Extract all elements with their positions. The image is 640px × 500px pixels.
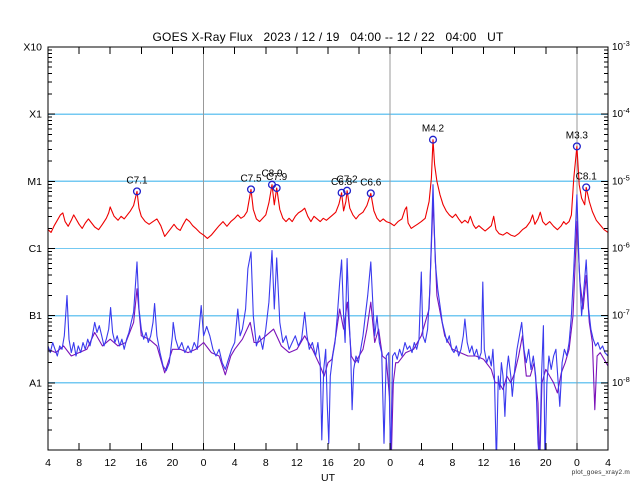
flare-marker xyxy=(572,142,581,151)
x-tick-label: 16 xyxy=(509,457,521,469)
flare-label: C7.5 xyxy=(240,173,262,184)
flare-label: C6.6 xyxy=(360,177,382,188)
y-left-label: X1 xyxy=(29,109,42,121)
flare-marker xyxy=(337,188,346,197)
xray-short-channel-line xyxy=(48,184,608,450)
flare-marker xyxy=(582,183,591,192)
y-left-label: A1 xyxy=(29,377,42,389)
flare-label: M3.3 xyxy=(566,130,589,141)
flare-label: C6.8 xyxy=(331,177,353,188)
y-right-label: 10-5 xyxy=(612,173,630,187)
y-right-label: 10-4 xyxy=(612,106,630,120)
x-tick-label: 16 xyxy=(135,457,147,469)
x-tick-label: 8 xyxy=(450,457,456,469)
x-tick-label: 4 xyxy=(605,457,611,469)
flare-marker xyxy=(343,186,352,195)
y-left-label: X10 xyxy=(23,42,42,54)
plot-script-name: plot_goes_xray2.m xyxy=(571,469,630,476)
y-right-label: 10-6 xyxy=(612,241,630,255)
x-tick-label: 20 xyxy=(540,457,552,469)
flare-marker xyxy=(366,189,375,198)
x-tick-label: 0 xyxy=(387,457,393,469)
y-left-label: B1 xyxy=(29,310,42,322)
x-tick-label: 12 xyxy=(291,457,303,469)
flare-label: M4.2 xyxy=(422,124,445,135)
y-right-label: 10-7 xyxy=(612,308,630,322)
x-tick-label: 4 xyxy=(232,457,238,469)
x-tick-label: 0 xyxy=(201,457,207,469)
flare-label: C7.2 xyxy=(336,175,358,186)
x-tick-label: 12 xyxy=(104,457,116,469)
flare-marker xyxy=(428,135,438,144)
x-tick-label: 12 xyxy=(478,457,490,469)
x-tick-label: 4 xyxy=(418,457,424,469)
chart-title: GOES X-Ray Flux 2023 / 12 / 19 04:00 -- … xyxy=(152,30,504,44)
x-tick-label: 0 xyxy=(574,457,580,469)
x-tick-label: 20 xyxy=(167,457,179,469)
flare-label: C8.1 xyxy=(576,171,598,182)
flare-marker xyxy=(132,187,142,196)
x-tick-label: 16 xyxy=(322,457,334,469)
y-right-label: 10-8 xyxy=(612,375,630,389)
flare-label: C8.9 xyxy=(261,169,283,180)
x-tick-label: 20 xyxy=(353,457,365,469)
x-axis-label: UT xyxy=(321,472,336,484)
flare-label: C7.9 xyxy=(266,172,288,183)
flare-marker xyxy=(246,185,256,194)
x-tick-label: 8 xyxy=(76,457,82,469)
x-tick-label: 8 xyxy=(263,457,269,469)
flare-marker xyxy=(272,184,281,193)
y-right-label: 10-3 xyxy=(612,39,630,53)
flare-label: C7.1 xyxy=(126,175,148,186)
xray-long-channel-line xyxy=(48,139,608,239)
y-left-label: C1 xyxy=(29,243,43,255)
y-left-label: M1 xyxy=(27,176,42,188)
x-tick-label: 4 xyxy=(45,457,51,469)
